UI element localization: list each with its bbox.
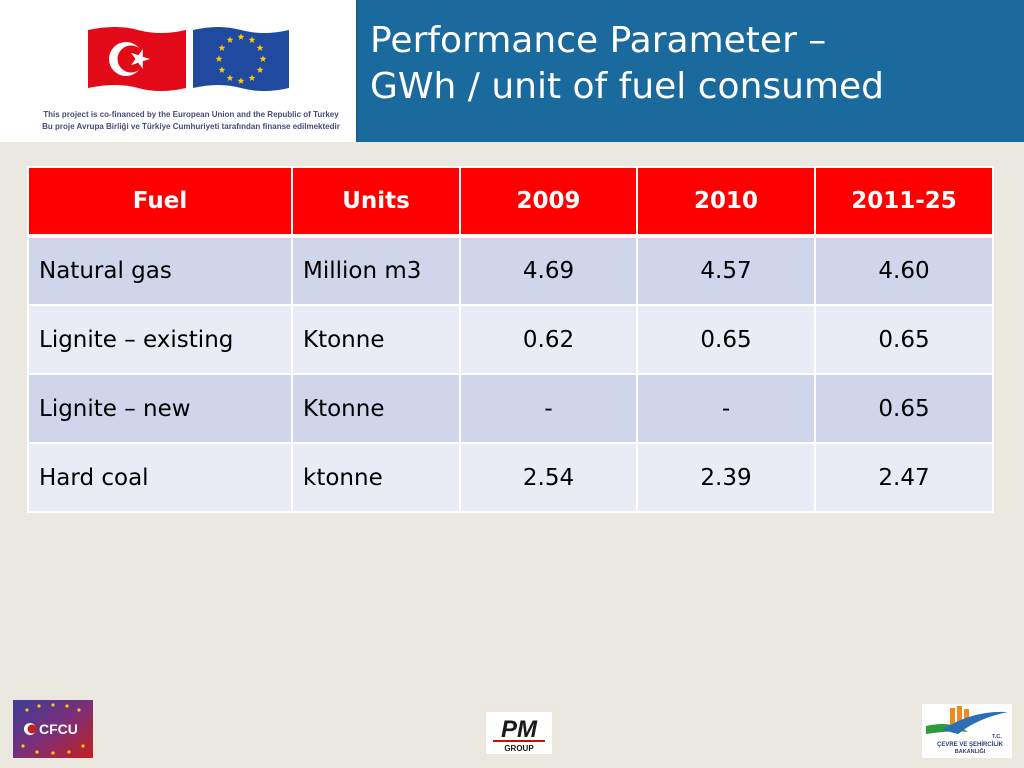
page-title-line2: GWh / unit of fuel consumed — [370, 66, 885, 107]
page-title: Performance Parameter – GWh / unit of fu… — [370, 18, 1010, 110]
pm-logo-subtext: GROUP — [504, 744, 534, 753]
eu-star-icon — [256, 66, 264, 73]
turkey-flag-icon — [88, 27, 186, 91]
cell-fuel: Lignite – new — [27, 373, 293, 444]
eu-star-icon — [218, 66, 226, 73]
eu-star-icon — [248, 74, 256, 81]
cell-units: ktonne — [291, 442, 461, 513]
cell-fuel: Natural gas — [27, 235, 293, 306]
eu-star-icon — [226, 36, 234, 43]
column-header-units: Units — [291, 166, 461, 238]
header-logo-panel: This project is co-financed by the Europ… — [0, 0, 358, 142]
eu-star-icon — [215, 55, 223, 62]
ministry-name-text: ÇEVRE VE ŞEHİRCİLİK — [937, 741, 1004, 748]
cell-2010: 4.57 — [636, 235, 816, 306]
cell-fuel: Hard coal — [27, 442, 293, 513]
cell-2009: 2.54 — [459, 442, 638, 513]
eu-star-icon — [256, 44, 264, 51]
pm-group-logo-icon: PM GROUP — [485, 711, 553, 755]
cell-2009: 0.62 — [459, 304, 638, 375]
ministry-logo-icon: T.C. ÇEVRE VE ŞEHİRCİLİK BAKANLIĞI — [922, 704, 1012, 758]
table-header-row: Fuel Units 2009 2010 2011-25 — [27, 166, 994, 238]
cofinance-text-en: This project is co-financed by the Europ… — [43, 110, 339, 119]
cell-2009: 4.69 — [459, 235, 638, 306]
cell-2011-25: 0.65 — [814, 304, 994, 375]
eu-star-icon — [218, 44, 226, 51]
cell-2011-25: 4.60 — [814, 235, 994, 306]
cfcu-logo-icon: CFCU — [13, 700, 93, 758]
page-title-line1: Performance Parameter – — [370, 20, 827, 61]
cell-fuel: Lignite – existing — [27, 304, 293, 375]
fuel-performance-table: Fuel Units 2009 2010 2011-25 Natural gas… — [27, 166, 994, 513]
table-row: Hard coal ktonne 2.54 2.39 2.47 — [27, 442, 994, 513]
eu-flag-icon — [193, 27, 289, 91]
eu-star-icon — [237, 77, 245, 84]
cell-units: Ktonne — [291, 304, 461, 375]
cell-2011-25: 0.65 — [814, 373, 994, 444]
ministry-sub-text: BAKANLIĞI — [955, 747, 986, 755]
cofinance-text-tr: Bu proje Avrupa Birliği ve Türkiye Cumhu… — [42, 122, 340, 131]
column-header-2009: 2009 — [459, 166, 638, 238]
column-header-2010: 2010 — [636, 166, 816, 238]
cell-2010: 2.39 — [636, 442, 816, 513]
column-header-2011-25: 2011-25 — [814, 166, 994, 238]
cell-2010: 0.65 — [636, 304, 816, 375]
eu-star-icon — [237, 33, 245, 40]
table-row: Natural gas Million m3 4.69 4.57 4.60 — [27, 235, 994, 306]
eu-star-icon — [259, 55, 267, 62]
ministry-tc-text: T.C. — [992, 734, 1002, 740]
cell-2010: - — [636, 373, 816, 444]
cell-units: Ktonne — [291, 373, 461, 444]
cell-2009: - — [459, 373, 638, 444]
eu-star-icon — [226, 74, 234, 81]
table-row: Lignite – existing Ktonne 0.62 0.65 0.65 — [27, 304, 994, 375]
cell-2011-25: 2.47 — [814, 442, 994, 513]
pm-logo-text: PM — [501, 716, 538, 743]
cfcu-logo-text: CFCU — [39, 721, 78, 737]
header-title-panel: Performance Parameter – GWh / unit of fu… — [358, 0, 1024, 142]
table-row: Lignite – new Ktonne - - 0.65 — [27, 373, 994, 444]
column-header-fuel: Fuel — [27, 166, 293, 238]
cell-units: Million m3 — [291, 235, 461, 306]
eu-star-icon — [248, 36, 256, 43]
